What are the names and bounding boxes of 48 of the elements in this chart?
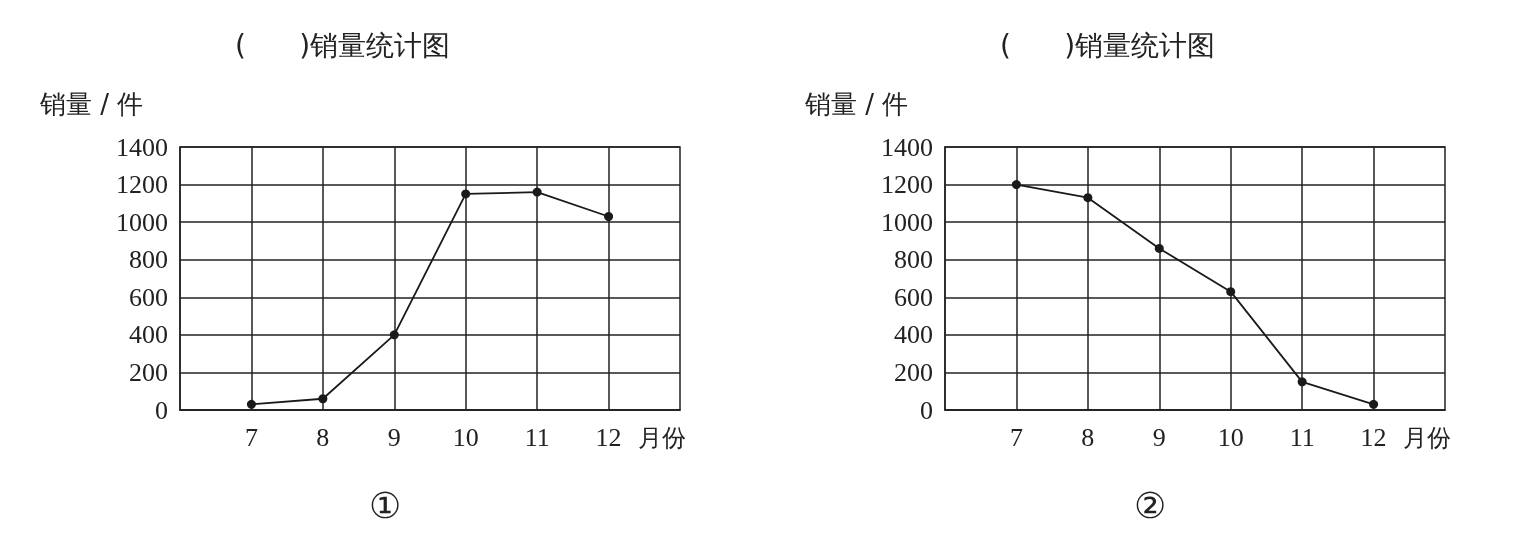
x-tick-label: 8 <box>1081 422 1095 452</box>
y-tick-label: 800 <box>129 245 168 275</box>
x-tick-label: 11 <box>524 422 550 452</box>
y-axis-title: 销量 / 件 <box>39 89 144 119</box>
y-tick-label: 1000 <box>116 207 168 237</box>
y-tick-label: 400 <box>129 320 168 350</box>
y-tick-label: 400 <box>894 320 933 350</box>
point <box>389 330 399 340</box>
point <box>318 394 328 404</box>
y-tick-label: 200 <box>129 357 168 387</box>
text: ② <box>1134 486 1166 526</box>
point <box>1226 287 1236 297</box>
y-tick-label: 1000 <box>881 207 933 237</box>
x-tick-label: 9 <box>1152 422 1166 452</box>
x-tick-label: 9 <box>387 422 401 452</box>
y-tick-label: 800 <box>894 245 933 275</box>
x-tick-label: 11 <box>1289 422 1315 452</box>
x-tick-label: 12 <box>1360 422 1387 452</box>
x-tick-label: 7 <box>1009 422 1023 452</box>
x-tick-label: 8 <box>316 422 330 452</box>
y-tick-label: 600 <box>129 282 168 312</box>
chart-title: ( )销量统计图 <box>1000 28 1216 62</box>
point <box>1297 377 1307 387</box>
point <box>1011 180 1021 190</box>
y-tick-label: 200 <box>894 357 933 387</box>
y-tick-label: 1400 <box>116 132 168 162</box>
y-tick-label: 0 <box>155 395 168 425</box>
y-tick-label: 600 <box>894 282 933 312</box>
point <box>1154 243 1164 253</box>
text: ① <box>369 486 401 526</box>
x-axis-title: 月份 <box>1403 424 1451 452</box>
x-tick-label: 10 <box>452 422 479 452</box>
point <box>532 187 542 197</box>
x-tick-label: 12 <box>595 422 622 452</box>
point <box>1083 193 1093 203</box>
y-axis-title: 销量 / 件 <box>804 89 909 119</box>
point <box>461 189 471 199</box>
point <box>246 399 256 409</box>
y-tick-label: 1200 <box>116 170 168 200</box>
point <box>604 212 614 221</box>
y-tick-label: 1400 <box>881 132 933 162</box>
x-axis-title: 月份 <box>638 424 686 452</box>
x-tick-label: 7 <box>244 422 258 452</box>
y-tick-label: 0 <box>920 395 933 425</box>
x-tick-label: 10 <box>1217 422 1244 452</box>
point <box>1369 399 1379 409</box>
y-tick-label: 1200 <box>881 170 933 200</box>
chart-title: ( )销量统计图 <box>235 28 451 62</box>
